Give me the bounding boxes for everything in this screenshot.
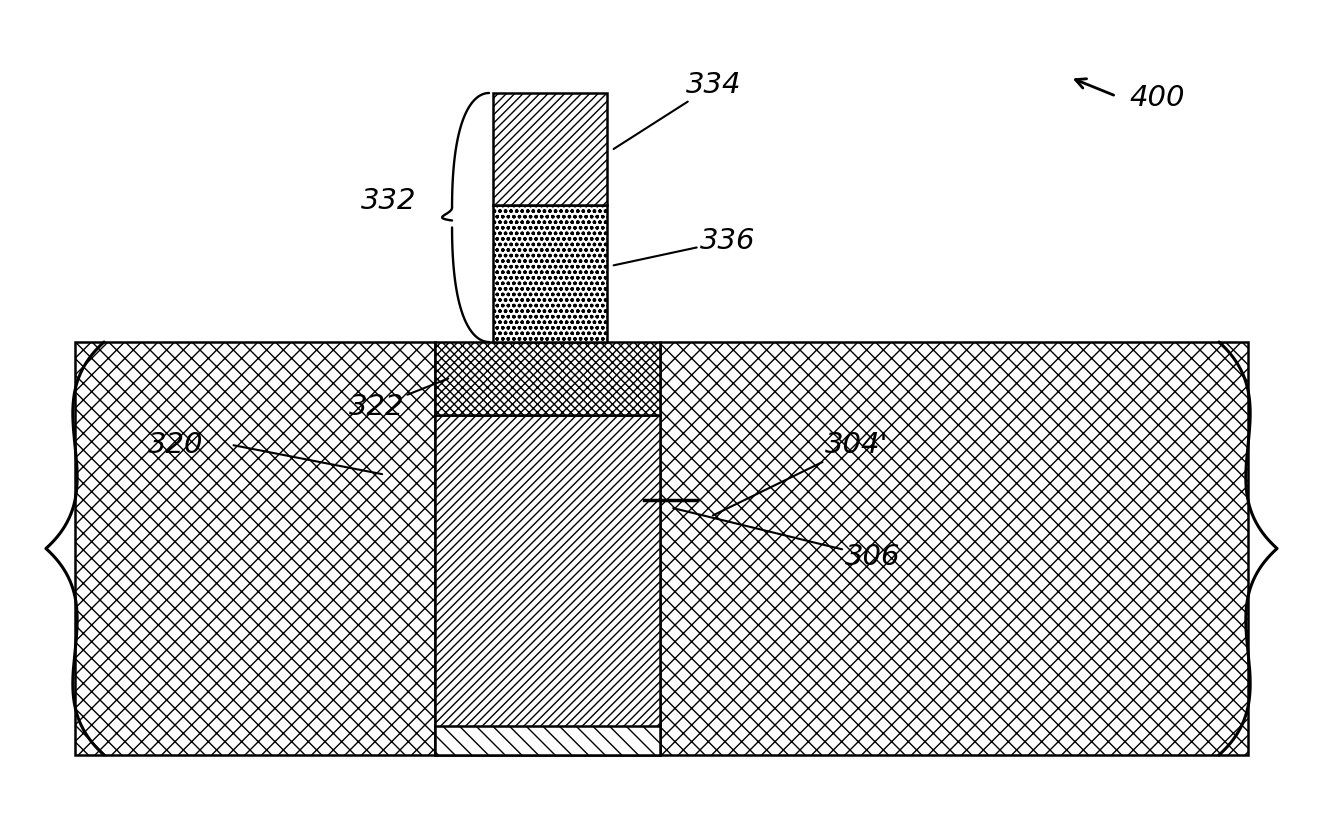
Text: 336: 336: [614, 227, 756, 266]
Text: 304': 304': [713, 431, 889, 515]
Text: 306: 306: [674, 508, 901, 570]
Bar: [435, 726, 660, 755]
Text: 320: 320: [148, 431, 203, 459]
Bar: [435, 415, 660, 755]
Bar: [75, 342, 435, 755]
Text: 332: 332: [361, 187, 416, 215]
Text: 322: 322: [349, 378, 448, 421]
Bar: [435, 342, 660, 415]
Bar: [660, 342, 1248, 755]
Text: 334: 334: [614, 71, 742, 149]
Bar: [493, 93, 608, 205]
Bar: [493, 205, 608, 342]
Text: 400: 400: [1129, 84, 1185, 112]
